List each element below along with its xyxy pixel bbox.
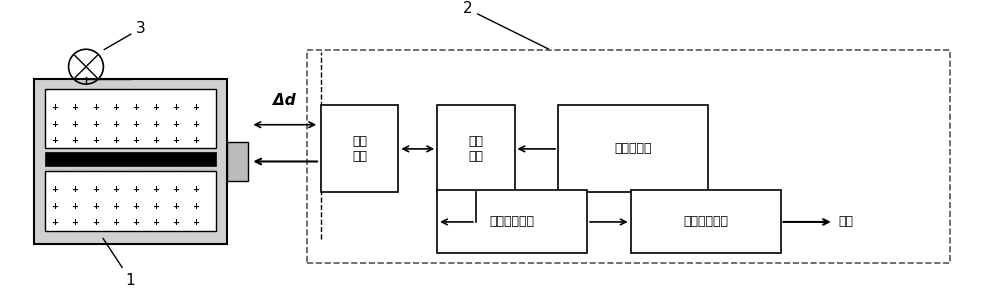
Bar	[307, 50, 950, 263]
Text: +: +	[172, 218, 179, 227]
Text: +: +	[192, 136, 199, 145]
Text: +: +	[112, 218, 119, 227]
Text: +: +	[92, 120, 99, 128]
Text: +: +	[112, 185, 119, 194]
Text: +: +	[72, 136, 79, 145]
Text: 交流
电桥: 交流 电桥	[468, 135, 483, 163]
Text: +: +	[192, 218, 199, 227]
Text: +: +	[92, 103, 99, 112]
Text: +: +	[192, 103, 199, 112]
Text: +: +	[92, 218, 99, 227]
Text: 2: 2	[463, 1, 548, 49]
Bar	[227, 142, 248, 181]
Text: 探头
线圈: 探头 线圈	[352, 135, 367, 163]
Text: +: +	[92, 185, 99, 194]
Text: +: +	[152, 185, 159, 194]
Text: +: +	[192, 120, 199, 128]
Bar	[558, 105, 708, 193]
Text: +: +	[132, 120, 139, 128]
Text: +: +	[192, 185, 199, 194]
Text: +: +	[72, 185, 79, 194]
Text: +: +	[52, 136, 59, 145]
Text: +: +	[112, 120, 119, 128]
Bar	[45, 171, 216, 230]
Text: +: +	[112, 136, 119, 145]
Text: +: +	[152, 103, 159, 112]
Text: +: +	[172, 120, 179, 128]
Bar	[45, 152, 216, 166]
Text: +: +	[152, 218, 159, 227]
Text: 输出: 输出	[839, 216, 854, 228]
Text: +: +	[72, 218, 79, 227]
Text: +: +	[132, 218, 139, 227]
Text: 信号解调电路: 信号解调电路	[490, 216, 535, 228]
Text: +: +	[152, 202, 159, 211]
Bar	[437, 105, 515, 193]
Text: 激励信号源: 激励信号源	[614, 142, 652, 156]
Text: +: +	[72, 202, 79, 211]
Text: +: +	[52, 185, 59, 194]
Text: +: +	[52, 103, 59, 112]
Text: +: +	[172, 136, 179, 145]
Text: +: +	[172, 103, 179, 112]
Text: 1: 1	[103, 238, 135, 288]
Text: +: +	[172, 185, 179, 194]
Text: 3: 3	[104, 21, 146, 50]
Text: +: +	[132, 103, 139, 112]
Text: +: +	[92, 202, 99, 211]
Text: +: +	[52, 218, 59, 227]
Text: +: +	[172, 202, 179, 211]
Bar	[45, 89, 216, 148]
Bar	[34, 79, 227, 244]
Text: +: +	[132, 202, 139, 211]
Text: +: +	[132, 185, 139, 194]
Text: +: +	[72, 120, 79, 128]
Text: 低通滤波电路: 低通滤波电路	[683, 216, 728, 228]
Text: +: +	[112, 103, 119, 112]
Text: Δd: Δd	[273, 93, 296, 108]
Text: +: +	[92, 136, 99, 145]
Bar	[321, 105, 398, 193]
Bar	[631, 191, 781, 253]
Text: +: +	[72, 103, 79, 112]
Text: +: +	[112, 202, 119, 211]
Text: +: +	[132, 136, 139, 145]
Text: +: +	[152, 136, 159, 145]
Text: +: +	[52, 202, 59, 211]
Text: +: +	[152, 120, 159, 128]
Bar	[437, 191, 587, 253]
Text: +: +	[52, 120, 59, 128]
Text: +: +	[192, 202, 199, 211]
